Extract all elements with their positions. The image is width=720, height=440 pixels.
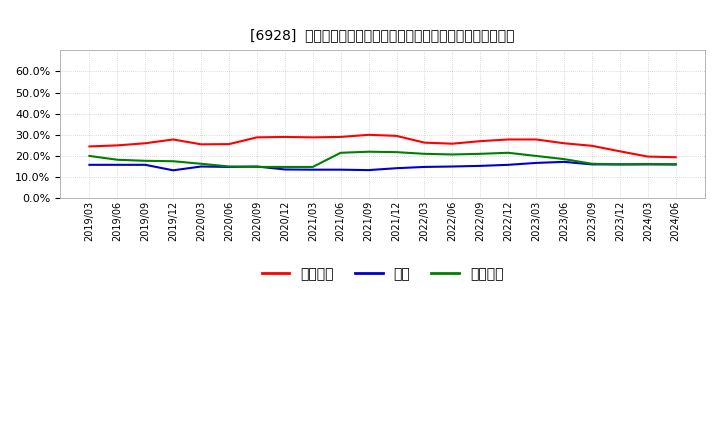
在庫 xyxy=(476,163,485,169)
在庫 xyxy=(141,162,150,168)
売上債権 xyxy=(616,149,624,154)
買入債務 xyxy=(113,157,122,162)
買入債務 xyxy=(197,161,205,166)
売上債権 xyxy=(364,132,373,137)
買入債務 xyxy=(281,164,289,169)
在庫 xyxy=(336,167,345,172)
在庫 xyxy=(85,162,94,168)
買入債務 xyxy=(559,157,568,162)
売上債権 xyxy=(281,134,289,139)
Line: 売上債権: 売上債権 xyxy=(89,135,675,157)
売上債権 xyxy=(476,139,485,144)
買入債務 xyxy=(169,158,178,164)
買入債務 xyxy=(616,162,624,167)
売上債権 xyxy=(113,143,122,148)
在庫 xyxy=(308,167,317,172)
在庫 xyxy=(588,162,596,167)
買入債務 xyxy=(476,151,485,157)
Line: 買入債務: 買入債務 xyxy=(89,152,675,167)
買入債務 xyxy=(253,164,261,169)
在庫 xyxy=(364,168,373,173)
売上債権 xyxy=(308,135,317,140)
在庫 xyxy=(113,162,122,168)
在庫 xyxy=(616,162,624,167)
売上債権 xyxy=(559,141,568,146)
売上債権 xyxy=(85,144,94,149)
在庫 xyxy=(559,159,568,165)
買入債務 xyxy=(588,161,596,166)
売上債権 xyxy=(448,141,456,147)
売上債権 xyxy=(169,137,178,142)
売上債権 xyxy=(671,154,680,160)
在庫 xyxy=(671,162,680,167)
Title: [6928]  売上債権、在庫、買入債務の総資産に対する比率の推移: [6928] 売上債権、在庫、買入債務の総資産に対する比率の推移 xyxy=(251,28,515,42)
売上債権 xyxy=(336,134,345,139)
買入債務 xyxy=(420,151,428,157)
在庫 xyxy=(504,162,513,168)
買入債務 xyxy=(308,164,317,169)
買入債務 xyxy=(364,149,373,154)
買入債務 xyxy=(225,164,233,169)
売上債権 xyxy=(532,137,541,142)
買入債務 xyxy=(644,161,652,167)
売上債権 xyxy=(225,142,233,147)
買入債務 xyxy=(671,162,680,167)
在庫 xyxy=(281,167,289,172)
買入債務 xyxy=(85,153,94,158)
買入債務 xyxy=(141,158,150,163)
在庫 xyxy=(197,164,205,169)
売上債権 xyxy=(253,135,261,140)
在庫 xyxy=(392,165,401,171)
売上債権 xyxy=(392,133,401,139)
買入債務 xyxy=(392,150,401,155)
売上債権 xyxy=(588,143,596,148)
Legend: 売上債権, 在庫, 買入債務: 売上債権, 在庫, 買入債務 xyxy=(256,261,509,286)
在庫 xyxy=(532,160,541,165)
在庫 xyxy=(420,164,428,169)
在庫 xyxy=(225,164,233,169)
在庫 xyxy=(448,164,456,169)
在庫 xyxy=(644,162,652,167)
売上債権 xyxy=(504,137,513,142)
買入債務 xyxy=(336,150,345,155)
在庫 xyxy=(253,164,261,169)
買入債務 xyxy=(532,153,541,158)
買入債務 xyxy=(504,150,513,155)
売上債権 xyxy=(420,140,428,145)
売上債権 xyxy=(644,154,652,159)
売上債権 xyxy=(197,142,205,147)
在庫 xyxy=(169,168,178,173)
Line: 在庫: 在庫 xyxy=(89,162,675,170)
売上債権 xyxy=(141,141,150,146)
買入債務 xyxy=(448,152,456,157)
